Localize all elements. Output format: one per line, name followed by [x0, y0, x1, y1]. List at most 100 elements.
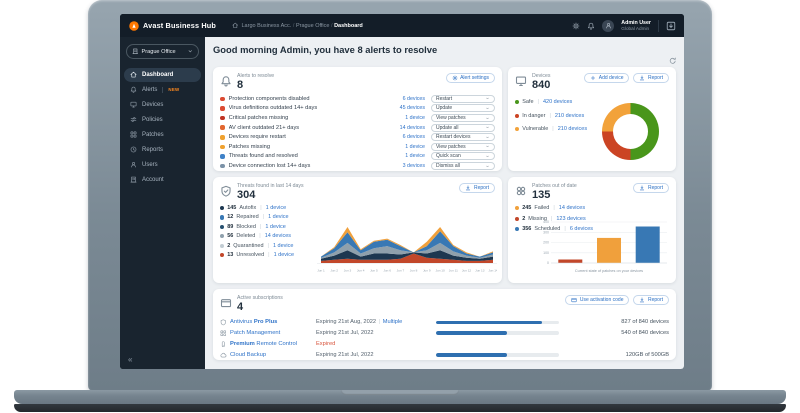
add-device-button[interactable]: Add device [584, 73, 630, 83]
threats-report-button[interactable]: Report [459, 183, 495, 193]
alert-devices-link[interactable]: 6 devices [402, 134, 425, 141]
topbar: Avast Business Hub Largo Business Acc. /… [120, 14, 684, 37]
legend-label: Safe [522, 99, 534, 106]
alert-row: Virus definitions outdated 14+ days 45 de… [220, 104, 495, 114]
legend-dot [515, 227, 520, 232]
alert-devices-link[interactable]: 1 device [405, 115, 425, 122]
breadcrumb-item[interactable]: Prague Office [295, 22, 330, 29]
bell-icon [220, 75, 232, 87]
threats-legend-row: 56 Deleted | 14 devices [220, 233, 495, 239]
alert-action-select[interactable]: Restart [431, 94, 495, 103]
avatar[interactable] [602, 19, 615, 32]
chevron-down-icon [485, 135, 490, 140]
subscription-name-link[interactable]: Patch Management [230, 330, 281, 337]
refresh-icon[interactable] [669, 57, 677, 65]
alert-action-select[interactable]: View patches [431, 114, 495, 123]
alert-action-select[interactable]: Quick scan [431, 152, 495, 161]
clock-icon [130, 146, 137, 153]
subscription-name-link[interactable]: Premium Remote Control [230, 341, 298, 348]
use-activation-code-button[interactable]: Use activation code [565, 295, 630, 305]
console-icon[interactable] [666, 21, 676, 31]
sidebar-collapse-button[interactable]: « [128, 355, 133, 364]
multiple-link[interactable]: Multiple [382, 319, 403, 326]
sidebar-item-account[interactable]: Account [124, 173, 201, 187]
breadcrumb-item[interactable]: Largo Business Acc. [241, 22, 292, 29]
legend-divider: | [553, 205, 555, 212]
sidebar-item-users[interactable]: Users [124, 158, 201, 172]
alert-action-label: View patches [436, 115, 466, 122]
svg-text:Jun 12: Jun 12 [462, 269, 472, 273]
subscription-row: Antivirus Pro Plus Expiring 21st Aug, 202… [220, 317, 669, 328]
card-title: Patches out of date [532, 183, 577, 189]
legend-divider: | [549, 112, 551, 119]
monitor-icon [515, 75, 527, 87]
legend-devices-link[interactable]: 1 device [272, 242, 294, 249]
svg-text:Jun 1: Jun 1 [317, 269, 325, 273]
legend-devices-link[interactable]: 210 devices [557, 126, 588, 133]
alert-devices-link[interactable]: 3 devices [402, 163, 425, 170]
alert-devices-link[interactable]: 6 devices [402, 95, 425, 102]
legend-devices-link[interactable]: 14 devices [558, 205, 586, 212]
legend-label: Scheduled [534, 226, 561, 233]
legend-devices-link[interactable]: 210 devices [554, 112, 585, 119]
alert-label: Threats found and resolved [228, 153, 298, 160]
legend-devices-link[interactable]: 14 devices [264, 233, 292, 240]
sidebar-item-devices[interactable]: Devices [124, 98, 201, 112]
alert-devices-link[interactable]: 1 device [405, 153, 425, 160]
alert-action-select[interactable]: Restart devices [431, 133, 495, 142]
alert-devices-link[interactable]: 45 devices [399, 105, 425, 112]
new-badge: NEW [168, 87, 180, 93]
avast-logo-icon [129, 20, 139, 31]
legend-devices-link[interactable]: 6 devices [569, 226, 594, 233]
sidebar-item-policies[interactable]: Policies [124, 113, 201, 127]
devices-donut-chart [602, 103, 659, 160]
sidebar-item-patches[interactable]: Patches [124, 128, 201, 142]
subscription-name-link[interactable]: Cloud Backup [230, 351, 267, 358]
alert-action-select[interactable]: Dismiss all [431, 162, 495, 171]
download-icon [639, 297, 645, 303]
alert-devices-link[interactable]: 14 devices [399, 124, 425, 131]
legend-devices-link[interactable]: 1 device [273, 252, 295, 259]
subscription-usage: 827 of 840 devices [621, 319, 669, 326]
devices-report-button[interactable]: Report [633, 73, 669, 83]
subscription-usage: 120GB of 500GB [625, 351, 669, 358]
svg-text:300: 300 [543, 230, 549, 234]
sidebar-item-dashboard[interactable]: Dashboard [124, 68, 201, 82]
subscription-row: Premium Remote Control Expired [220, 339, 669, 350]
legend-devices-link[interactable]: 123 devices [556, 215, 586, 222]
card-count: 135 [532, 189, 551, 201]
card-title: Devices [532, 73, 551, 79]
patches-icon [220, 330, 227, 337]
user-menu[interactable]: Admin User Global Admin [621, 20, 651, 31]
threats-legend-row: 13 Unresolved | 1 device [220, 252, 495, 258]
alert-action-select[interactable]: View patches [431, 142, 495, 151]
threats-area-chart: Jun 1 Jun 2 Jun 3 Jun 4 Jun 5 Jun 6 Jun 7 Jun 8… [317, 223, 498, 280]
legend-divider: | [259, 233, 261, 240]
svg-text:Current state of patches on yo: Current state of patches on your devices [575, 269, 643, 273]
alert-label: AV client outdated 21+ days [228, 124, 300, 131]
card-title: Alerts to resolve [237, 73, 275, 79]
legend-devices-link[interactable]: 420 devices [542, 99, 573, 106]
building-icon [132, 48, 139, 55]
org-selector[interactable]: Prague Office [126, 44, 199, 59]
subscriptions-report-button[interactable]: Report [633, 295, 669, 305]
gear-icon[interactable] [572, 22, 580, 30]
alert-settings-button[interactable]: Alert settings [445, 73, 495, 83]
notifications-bell-icon[interactable] [587, 22, 595, 30]
breadcrumb-item[interactable]: Dashboard [334, 22, 363, 29]
alert-action-select[interactable]: Update all [431, 123, 495, 132]
sidebar-item-reports[interactable]: Reports [124, 143, 201, 157]
legend-devices-link[interactable]: 1 device [265, 205, 287, 212]
subscription-name-link[interactable]: Antivirus Pro Plus [230, 319, 278, 326]
alert-devices-link[interactable]: 1 device [405, 143, 425, 150]
legend-devices-link[interactable]: 1 device [268, 214, 289, 221]
legend-divider: | [552, 126, 554, 133]
legend-divider: | [268, 252, 270, 259]
home-icon[interactable] [232, 22, 239, 29]
legend-devices-link[interactable]: 1 device [265, 223, 286, 230]
sidebar-item-alerts[interactable]: Alerts NEW [124, 83, 201, 97]
chevron-down-icon [485, 144, 490, 149]
patches-report-button[interactable]: Report [633, 183, 669, 193]
svg-text:Jun 13: Jun 13 [475, 269, 485, 273]
alert-action-select[interactable]: Update [431, 104, 495, 113]
